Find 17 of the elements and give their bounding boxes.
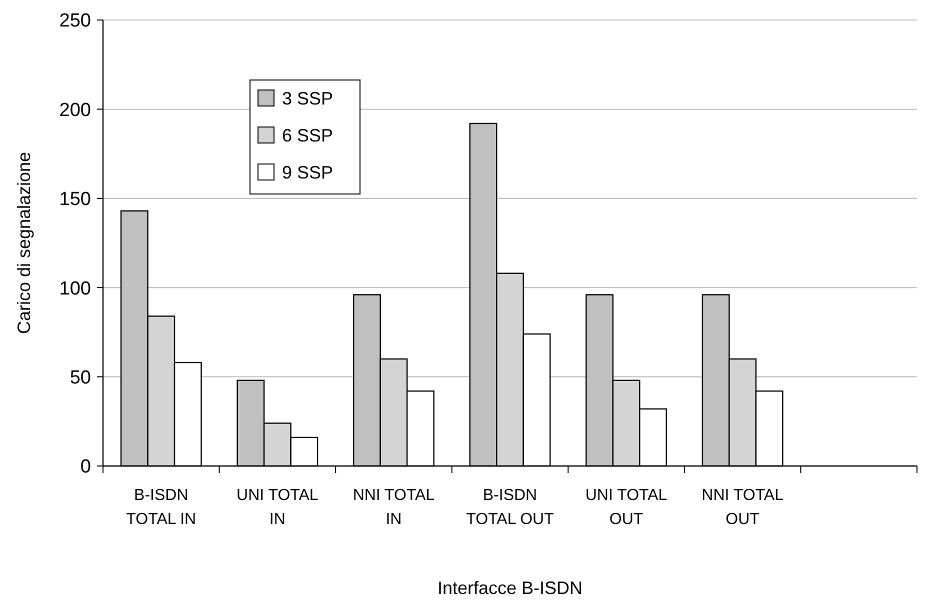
x-tick-label: UNI TOTAL OUT xyxy=(585,487,668,528)
y-tick-label: 150 xyxy=(59,189,91,210)
y-tick-label: 250 xyxy=(59,10,91,32)
x-tick-label: NNI TOTAL OUT xyxy=(702,487,784,528)
y-tick-label: 100 xyxy=(59,278,91,300)
y-tick-label: 0 xyxy=(80,456,91,478)
x-tick-label: B-ISDN TOTAL IN xyxy=(126,487,196,528)
y-axis-title: Carico di segnalazione xyxy=(14,152,34,334)
x-axis-title: Interfacce B-ISDN xyxy=(437,578,583,598)
y-tick-label: 50 xyxy=(70,367,91,388)
legend-label: 9 SSP xyxy=(282,162,334,182)
y-tick-label: 200 xyxy=(59,100,91,121)
legend-label: 6 SSP xyxy=(282,125,334,146)
x-tick-label: B-ISDN TOTAL OUT xyxy=(466,487,554,528)
x-tick-label: NNI TOTAL IN xyxy=(352,487,435,528)
x-tick-label: UNI TOTAL IN xyxy=(236,487,318,528)
legend-label: 3 SSP xyxy=(282,88,334,108)
